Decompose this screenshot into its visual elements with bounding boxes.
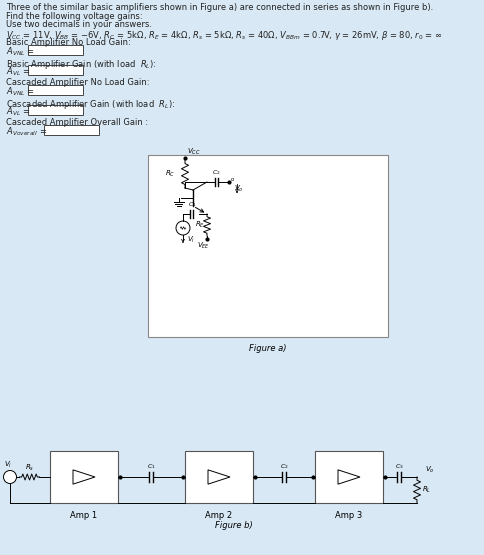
Text: $C_3$: $C_3$ — [394, 462, 403, 471]
Circle shape — [3, 471, 16, 483]
Text: $R_C$: $R_C$ — [165, 169, 175, 179]
Text: Use two decimals in your answers.: Use two decimals in your answers. — [6, 20, 151, 29]
Text: $C_2$: $C_2$ — [279, 462, 288, 471]
FancyBboxPatch shape — [314, 451, 382, 503]
Text: $A_{VL}$ =: $A_{VL}$ = — [6, 66, 30, 78]
Text: $V_o$: $V_o$ — [424, 465, 434, 475]
Text: $V_i$: $V_i$ — [187, 235, 195, 245]
Text: $A_{VNL}$ =: $A_{VNL}$ = — [6, 46, 35, 58]
Text: Three of the similar basic amplifiers shown in Figure a) are connected in series: Three of the similar basic amplifiers sh… — [6, 3, 432, 12]
FancyBboxPatch shape — [28, 85, 83, 95]
Text: Amp 3: Amp 3 — [334, 511, 362, 520]
Text: Cascaded Amplifier Overall Gain :: Cascaded Amplifier Overall Gain : — [6, 118, 148, 127]
Text: $V_{EE}$: $V_{EE}$ — [196, 241, 209, 251]
Text: Basic Amplifier No Load Gain:: Basic Amplifier No Load Gain: — [6, 38, 131, 47]
Polygon shape — [337, 470, 359, 484]
FancyBboxPatch shape — [148, 155, 387, 337]
FancyBboxPatch shape — [28, 45, 83, 55]
Text: Basic Amplifier Gain (with load  $R_L$):: Basic Amplifier Gain (with load $R_L$): — [6, 58, 156, 71]
Text: $C_1$: $C_1$ — [147, 462, 155, 471]
Text: Cascaded Amplifier No Load Gain:: Cascaded Amplifier No Load Gain: — [6, 78, 149, 87]
Polygon shape — [73, 470, 95, 484]
Text: o: o — [230, 177, 234, 182]
Text: $R_L$: $R_L$ — [421, 485, 430, 495]
Text: $V_{CC}$ = 11V, $V_{BB}$ = $-$6V, $R_C$ = 5k$\Omega$, $R_E$ = 4k$\Omega$, $R_s$ : $V_{CC}$ = 11V, $V_{BB}$ = $-$6V, $R_C$ … — [6, 29, 442, 42]
Text: Figure a): Figure a) — [249, 344, 286, 353]
FancyBboxPatch shape — [44, 125, 99, 135]
Text: Amp 1: Amp 1 — [70, 511, 97, 520]
Text: $A_{VNL}$ =: $A_{VNL}$ = — [6, 86, 35, 98]
Text: Find the following voltage gains:: Find the following voltage gains: — [6, 12, 142, 21]
Text: $A_{Voverall}$ =: $A_{Voverall}$ = — [6, 126, 47, 139]
Text: Figure b): Figure b) — [214, 521, 252, 530]
Polygon shape — [208, 470, 229, 484]
FancyBboxPatch shape — [28, 105, 83, 115]
FancyBboxPatch shape — [184, 451, 253, 503]
FancyBboxPatch shape — [50, 451, 118, 503]
Text: $R_E$: $R_E$ — [195, 220, 205, 230]
Text: $V_i$: $V_i$ — [4, 460, 12, 470]
Text: Cascaded Amplifier Gain (with load  $R_L$):: Cascaded Amplifier Gain (with load $R_L$… — [6, 98, 175, 111]
Text: $V_{CC}$: $V_{CC}$ — [187, 147, 200, 157]
FancyBboxPatch shape — [28, 65, 83, 75]
Text: $R_s$: $R_s$ — [25, 463, 34, 473]
Text: $C_1$: $C_1$ — [187, 200, 196, 209]
Text: $C_2$: $C_2$ — [211, 168, 220, 177]
Text: Amp 2: Amp 2 — [205, 511, 232, 520]
Text: $V_o$: $V_o$ — [233, 184, 243, 194]
Circle shape — [176, 221, 190, 235]
Text: $A_{VL}$ =: $A_{VL}$ = — [6, 106, 30, 119]
